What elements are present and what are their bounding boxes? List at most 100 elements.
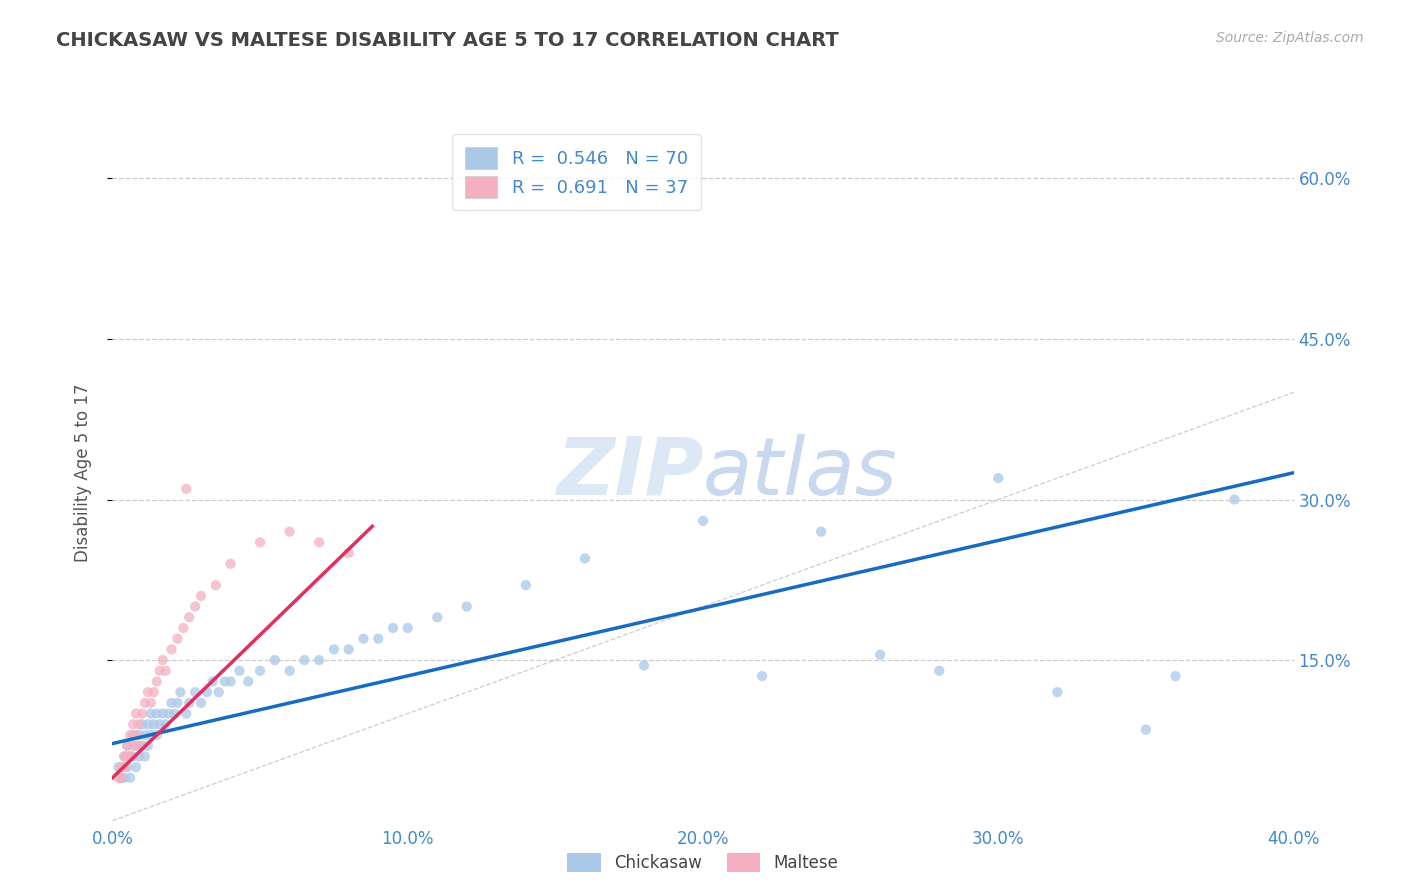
Point [152, 706, 174, 721]
Point [160, 696, 183, 710]
Point [117, 739, 138, 753]
Point [125, 728, 148, 742]
Point [149, 717, 172, 731]
Point [574, 551, 596, 566]
Point [122, 749, 145, 764]
Point [110, 760, 132, 774]
Point [184, 685, 207, 699]
Point [219, 674, 242, 689]
Point [131, 717, 153, 731]
Point [1046, 685, 1069, 699]
Point [1135, 723, 1157, 737]
Point [278, 524, 301, 539]
Point [228, 664, 250, 678]
Point [131, 706, 153, 721]
Point [987, 471, 1010, 485]
Point [928, 664, 950, 678]
Point [174, 706, 197, 721]
Point [110, 771, 132, 785]
Point [155, 717, 177, 731]
Point [205, 578, 228, 592]
Point [117, 739, 138, 753]
Point [169, 685, 191, 699]
Text: ZIP: ZIP [555, 434, 703, 512]
Point [128, 739, 150, 753]
Point [292, 653, 315, 667]
Point [184, 599, 207, 614]
Point [396, 621, 419, 635]
Point [112, 760, 135, 774]
Point [120, 771, 142, 785]
Point [367, 632, 389, 646]
Text: Source: ZipAtlas.com: Source: ZipAtlas.com [1216, 31, 1364, 45]
Point [692, 514, 714, 528]
Point [131, 739, 153, 753]
Point [337, 642, 360, 657]
Point [166, 632, 188, 646]
Point [107, 760, 129, 774]
Point [456, 599, 478, 614]
Legend: Chickasaw, Maltese: Chickasaw, Maltese [557, 843, 849, 882]
Point [122, 728, 145, 742]
Point [142, 685, 165, 699]
Point [136, 685, 159, 699]
Point [308, 535, 330, 549]
Point [1164, 669, 1187, 683]
Point [869, 648, 891, 662]
Point [179, 696, 201, 710]
Point [201, 674, 224, 689]
Point [128, 728, 150, 742]
Point [155, 664, 177, 678]
Point [166, 696, 188, 710]
Point [163, 706, 186, 721]
Point [208, 685, 231, 699]
Point [125, 739, 148, 753]
Point [122, 717, 145, 731]
Point [179, 610, 201, 624]
Point [139, 706, 162, 721]
Point [174, 482, 197, 496]
Point [238, 674, 260, 689]
Point [136, 739, 159, 753]
Point [172, 621, 194, 635]
Point [134, 728, 156, 742]
Point [426, 610, 449, 624]
Point [352, 632, 374, 646]
Point [110, 771, 132, 785]
Point [125, 706, 148, 721]
Point [120, 749, 142, 764]
Point [134, 749, 156, 764]
Point [120, 749, 142, 764]
Point [136, 717, 159, 731]
Point [190, 696, 212, 710]
Point [117, 749, 138, 764]
Point [195, 685, 218, 699]
Point [152, 653, 174, 667]
Point [122, 739, 145, 753]
Point [128, 749, 150, 764]
Point [117, 760, 138, 774]
Point [751, 669, 773, 683]
Point [323, 642, 346, 657]
Point [125, 760, 148, 774]
Point [146, 728, 169, 742]
Point [249, 664, 271, 678]
Point [128, 717, 150, 731]
Point [190, 589, 212, 603]
Point [134, 696, 156, 710]
Point [1223, 492, 1246, 507]
Point [515, 578, 537, 592]
Point [219, 557, 242, 571]
Point [278, 664, 301, 678]
Point [214, 674, 236, 689]
Point [139, 728, 162, 742]
Point [157, 706, 180, 721]
Text: atlas: atlas [703, 434, 898, 512]
Point [382, 621, 405, 635]
Point [146, 674, 169, 689]
Point [120, 728, 142, 742]
Point [249, 535, 271, 549]
Point [112, 749, 135, 764]
Point [633, 658, 655, 673]
Text: CHICKASAW VS MALTESE DISABILITY AGE 5 TO 17 CORRELATION CHART: CHICKASAW VS MALTESE DISABILITY AGE 5 TO… [56, 31, 839, 50]
